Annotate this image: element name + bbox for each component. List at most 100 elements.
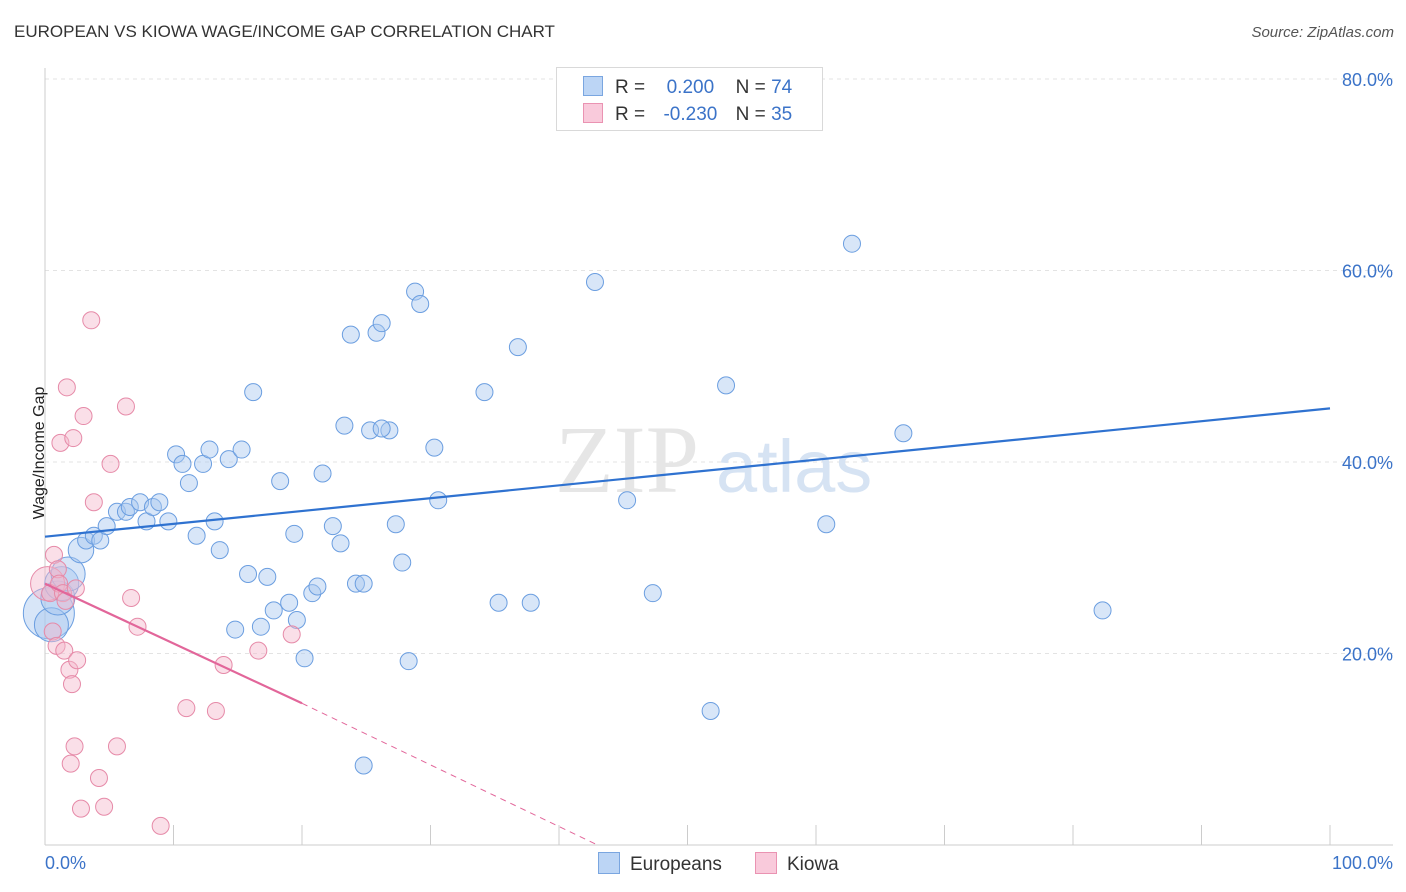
legend-n-value: 74 — [771, 77, 793, 98]
europeans-point — [308, 577, 327, 596]
kiowa-point — [89, 768, 108, 787]
europeans-point — [354, 756, 373, 775]
kiowa-point — [61, 754, 80, 773]
europeans-point — [33, 607, 69, 643]
europeans-point — [323, 517, 342, 536]
europeans-legend-label: Europeans — [630, 854, 722, 875]
europeans-point — [67, 536, 95, 564]
kiowa-point — [57, 378, 76, 397]
europeans-point — [367, 323, 386, 342]
kiowa-point — [68, 651, 87, 670]
europeans-point — [226, 620, 245, 639]
europeans-point — [173, 454, 192, 473]
y-tick-label: 20.0% — [1342, 645, 1393, 665]
y-axis-label: Wage/Income Gap — [31, 386, 48, 520]
europeans-point — [120, 498, 139, 517]
y-tick-label: 40.0% — [1342, 453, 1393, 473]
watermark-zip: ZIP — [555, 406, 699, 513]
tick-labels: 20.0% 40.0% 60.0% 80.0% 0.0% 100.0% — [45, 70, 1393, 873]
kiowa-point — [107, 737, 126, 756]
europeans-point — [372, 314, 391, 333]
kiowa-point — [116, 397, 135, 416]
europeans-point — [489, 593, 508, 612]
kiowa-point — [177, 699, 196, 718]
europeans-point — [399, 652, 418, 671]
europeans-point — [285, 524, 304, 543]
europeans-point — [167, 445, 186, 464]
kiowa-point — [206, 701, 225, 720]
europeans-trend-line — [44, 407, 1331, 538]
europeans-point — [429, 491, 448, 510]
europeans-point — [150, 493, 169, 512]
legend-row-kiowa: R = -0.230 N = 35 — [583, 103, 792, 126]
europeans-point — [701, 701, 720, 720]
europeans-point — [894, 424, 913, 443]
europeans-point — [187, 526, 206, 545]
europeans-point — [219, 450, 238, 469]
europeans-point — [346, 574, 365, 593]
kiowa-point — [249, 641, 268, 660]
europeans-point — [380, 421, 399, 440]
kiowa-point — [151, 816, 170, 835]
source-label: Source: ZipAtlas.com — [1251, 24, 1394, 41]
kiowa-legend-swatch — [755, 852, 777, 874]
europeans-point — [287, 610, 306, 629]
kiowa-point — [82, 311, 101, 330]
bottom-legend-europeans: Europeans — [598, 852, 722, 876]
y-tick-label: 60.0% — [1342, 262, 1393, 282]
europeans-point — [386, 515, 405, 534]
europeans-point — [717, 376, 736, 395]
europeans-point — [271, 472, 290, 491]
europeans-point — [335, 416, 354, 435]
europeans-point — [361, 421, 380, 440]
europeans-point — [341, 325, 360, 344]
kiowa-point — [95, 797, 114, 816]
kiowa-trend-extension — [301, 702, 598, 846]
kiowa-point — [65, 737, 84, 756]
legend-box: R = 0.200 N = 74 R = -0.230 N = 35 — [556, 67, 823, 131]
legend-r-value: 0.200 — [666, 77, 715, 98]
kiowa-point — [48, 560, 67, 579]
x-tick-label: 0.0% — [45, 853, 86, 873]
kiowa-point — [71, 799, 90, 818]
europeans-point — [817, 515, 836, 534]
kiowa-trend-line — [44, 582, 303, 705]
bottom-legend-kiowa: Kiowa — [755, 852, 839, 876]
kiowa-swatch — [583, 103, 603, 123]
kiowa-point — [44, 545, 63, 564]
europeans-point — [239, 565, 258, 584]
kiowa-point — [43, 622, 62, 641]
europeans-point — [475, 383, 494, 402]
europeans-point — [251, 617, 270, 636]
y-tick-label: 80.0% — [1342, 70, 1393, 90]
europeans-point — [232, 440, 251, 459]
x-tick-label: 100.0% — [1332, 853, 1393, 873]
legend-n-label: N = — [735, 104, 766, 125]
europeans-point — [508, 338, 527, 357]
europeans-points — [22, 234, 1112, 775]
europeans-point — [258, 567, 277, 586]
europeans-point — [411, 295, 430, 314]
legend-r-value: -0.230 — [663, 104, 718, 125]
europeans-point — [521, 593, 540, 612]
europeans-point — [618, 491, 637, 510]
europeans-point — [44, 566, 80, 602]
europeans-point — [354, 574, 373, 593]
legend-n-value: 35 — [771, 104, 793, 125]
europeans-point — [585, 272, 604, 291]
europeans-point — [643, 584, 662, 603]
europeans-point — [179, 474, 198, 493]
kiowa-point — [84, 493, 103, 512]
legend-n-label: N = — [735, 77, 766, 98]
grid-layer — [45, 78, 1393, 654]
europeans-point — [280, 593, 299, 612]
europeans-point — [313, 464, 332, 483]
trend-lines — [44, 407, 1331, 846]
kiowa-point — [282, 625, 301, 644]
kiowa-point — [122, 588, 141, 607]
axes-layer — [44, 68, 1393, 846]
europeans-point — [295, 649, 314, 668]
europeans-point — [425, 438, 444, 457]
legend-r-label: R = — [615, 104, 646, 125]
